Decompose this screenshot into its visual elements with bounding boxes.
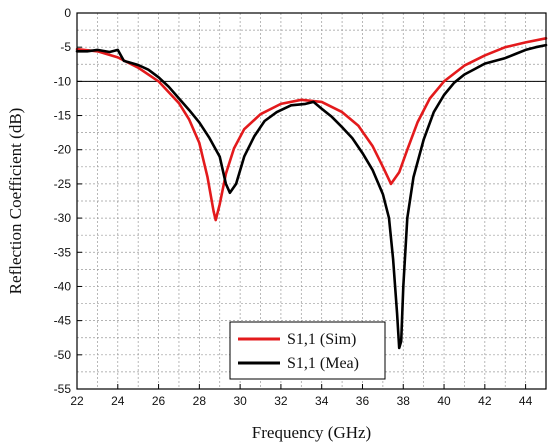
legend-label-sim: S1,1 (Sim) <box>287 331 356 348</box>
y-axis-title: Reflection Coefficient (dB) <box>6 108 25 295</box>
x-tick-label: 40 <box>437 394 451 408</box>
y-tick-label: -25 <box>54 177 72 191</box>
y-tick-label: -20 <box>54 143 72 157</box>
x-tick-label: 38 <box>397 394 411 408</box>
x-tick-label: 42 <box>478 394 492 408</box>
x-tick-label: 28 <box>193 394 207 408</box>
x-tick-label: 26 <box>152 394 166 408</box>
x-tick-label: 34 <box>315 394 329 408</box>
y-tick-label: -45 <box>54 314 72 328</box>
x-axis-title: Frequency (GHz) <box>252 423 371 442</box>
plot-frame <box>76 12 547 390</box>
x-tick-label: 36 <box>356 394 370 408</box>
legend: S1,1 (Sim) S1,1 (Mea) <box>229 321 386 380</box>
y-tick-label: -30 <box>54 211 72 225</box>
x-tick-label: 30 <box>233 394 247 408</box>
x-tick-label: 22 <box>70 394 84 408</box>
x-tick-labels: 22 24 26 28 30 32 34 36 38 40 42 44 <box>70 394 532 408</box>
series-line-mea <box>75 43 548 350</box>
x-tick-label: 24 <box>111 394 125 408</box>
legend-label-mea: S1,1 (Mea) <box>287 355 359 372</box>
y-tick-label: -50 <box>54 348 72 362</box>
y-tick-label: -5 <box>60 40 71 54</box>
y-tick-label: -10 <box>54 74 72 88</box>
series-layer <box>75 37 548 350</box>
x-tick-label: 44 <box>519 394 533 408</box>
y-tick-label: -55 <box>54 382 72 396</box>
x-tick-label: 32 <box>274 394 288 408</box>
y-tick-labels: 0 -5 -10 -15 -20 -25 -30 -35 -40 -45 -50 -55 <box>54 6 72 396</box>
tick-marks <box>76 12 527 390</box>
y-tick-label: -15 <box>54 109 72 123</box>
series-line-sim <box>75 37 548 222</box>
legend-box <box>229 321 386 380</box>
y-tick-label: -35 <box>54 245 72 259</box>
y-tick-label: 0 <box>64 6 71 20</box>
y-tick-label: -40 <box>54 279 72 293</box>
